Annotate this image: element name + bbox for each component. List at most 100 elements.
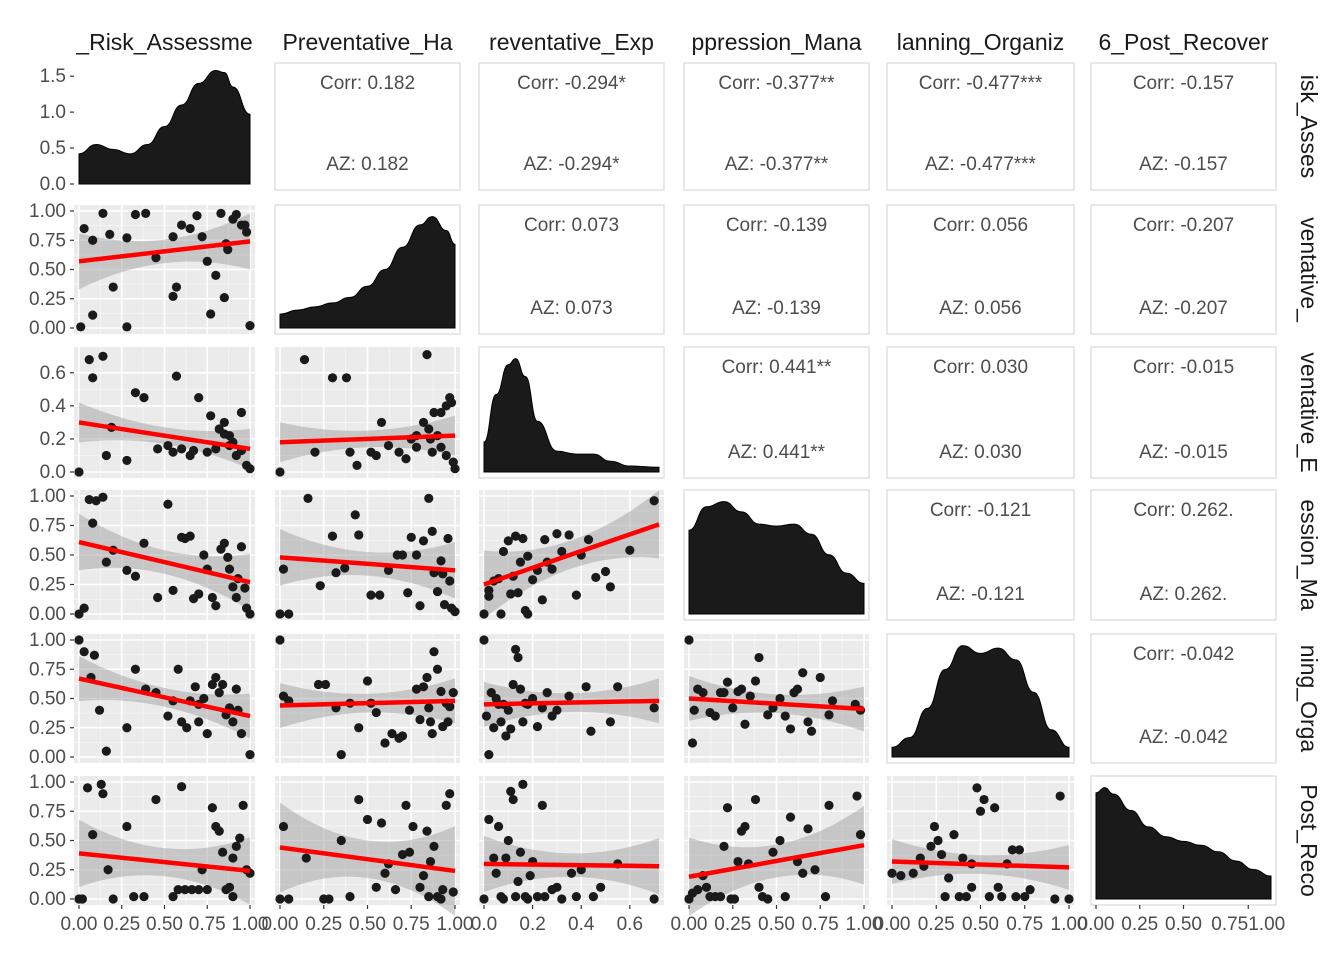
- trend-line: [279, 433, 456, 445]
- data-point: [484, 750, 494, 760]
- data-point: [997, 892, 1007, 902]
- data-point: [936, 849, 947, 860]
- data-point: [408, 821, 418, 832]
- data-point: [754, 652, 764, 663]
- data-point: [228, 853, 238, 863]
- data-point: [547, 564, 557, 574]
- data-point: [397, 849, 408, 860]
- data-point: [380, 738, 390, 748]
- data-point: [754, 882, 764, 892]
- data-point: [79, 647, 89, 657]
- y-tick-label: 1.5: [40, 66, 66, 87]
- data-point: [967, 882, 977, 892]
- row-label: ession_Ma: [1296, 499, 1322, 610]
- data-point: [206, 309, 216, 319]
- y-tick-label: 0.00: [29, 318, 66, 339]
- x-tick-label: 0.00: [671, 914, 708, 935]
- data-point: [736, 684, 747, 694]
- data-point: [108, 894, 118, 904]
- data-point: [180, 885, 190, 895]
- corr-label: Corr: -0.121: [930, 500, 1031, 521]
- correlation-panel: [683, 346, 870, 479]
- az-label: AZ: -0.477***: [925, 154, 1036, 175]
- trend-line: [688, 842, 865, 879]
- data-point: [528, 575, 538, 585]
- az-label: AZ: -0.294*: [523, 154, 620, 175]
- data-point: [518, 533, 528, 544]
- data-point: [1055, 791, 1065, 801]
- data-point: [88, 310, 98, 320]
- y-tick-label: 0.50: [29, 260, 66, 281]
- data-point: [387, 729, 397, 739]
- data-point: [979, 794, 989, 805]
- data-point: [375, 590, 385, 600]
- x-tick-label: 0.50: [1165, 914, 1202, 935]
- data-point: [94, 705, 105, 715]
- data-point: [523, 894, 533, 904]
- data-point: [327, 531, 338, 541]
- data-point: [424, 493, 434, 503]
- data-point: [404, 705, 415, 715]
- x-tick-label: 0.6: [617, 914, 643, 935]
- y-tick-label: 0.4: [40, 396, 67, 417]
- y-tick-label: 0.6: [40, 363, 66, 384]
- data-point: [446, 397, 457, 408]
- x-tick-label: 0.25: [714, 914, 751, 935]
- data-point: [207, 679, 217, 690]
- data-point: [745, 691, 755, 701]
- data-point: [168, 892, 178, 902]
- data-point: [542, 688, 552, 698]
- trend-line: [688, 696, 865, 712]
- data-point: [214, 688, 224, 698]
- data-point: [422, 672, 432, 683]
- data-point: [74, 635, 84, 645]
- data-point: [211, 270, 221, 280]
- trend-line: [279, 555, 456, 573]
- data-point: [352, 460, 362, 470]
- data-point: [122, 565, 132, 575]
- data-point: [571, 892, 581, 902]
- data-point: [177, 220, 187, 230]
- data-point: [506, 724, 516, 734]
- data-point: [411, 550, 422, 560]
- corr-label: Corr: -0.377**: [718, 73, 835, 94]
- data-point: [450, 607, 460, 617]
- data-point: [438, 721, 448, 732]
- row-label-group: ning_Orga: [1296, 645, 1322, 753]
- correlation-panel: [886, 62, 1075, 191]
- data-point: [855, 830, 866, 840]
- az-label: AZ: -0.157: [1139, 154, 1228, 175]
- data-point: [1050, 894, 1060, 904]
- data-point: [975, 806, 986, 816]
- data-point: [581, 682, 591, 692]
- az-label: AZ: -0.139: [732, 298, 821, 319]
- y-tick-label: 0.25: [29, 860, 66, 881]
- data-point: [445, 789, 455, 799]
- density-curve: [891, 645, 1070, 758]
- row-label-group: isk_Asses: [1296, 75, 1322, 179]
- data-point: [207, 803, 217, 813]
- trend-line: [483, 698, 660, 707]
- data-point: [540, 535, 550, 545]
- column-label: Preventative_Ha: [282, 29, 452, 55]
- data-point: [798, 868, 808, 878]
- data-point: [194, 717, 204, 727]
- data-point: [496, 717, 506, 727]
- data-point: [231, 841, 241, 851]
- data-point: [810, 865, 820, 875]
- y-tick-label: 0.00: [29, 889, 66, 910]
- data-point: [303, 493, 313, 503]
- data-point: [571, 590, 581, 600]
- data-point: [984, 892, 994, 902]
- data-point: [503, 705, 513, 715]
- data-point: [88, 235, 98, 245]
- data-point: [202, 729, 212, 739]
- data-point: [199, 550, 209, 560]
- az-label: AZ: 0.073: [530, 298, 612, 319]
- data-point: [185, 223, 195, 234]
- data-point: [525, 871, 535, 881]
- data-point: [949, 830, 959, 840]
- correlation-panel: [886, 204, 1075, 335]
- data-point: [722, 677, 733, 687]
- az-label: AZ: -0.042: [1139, 727, 1228, 748]
